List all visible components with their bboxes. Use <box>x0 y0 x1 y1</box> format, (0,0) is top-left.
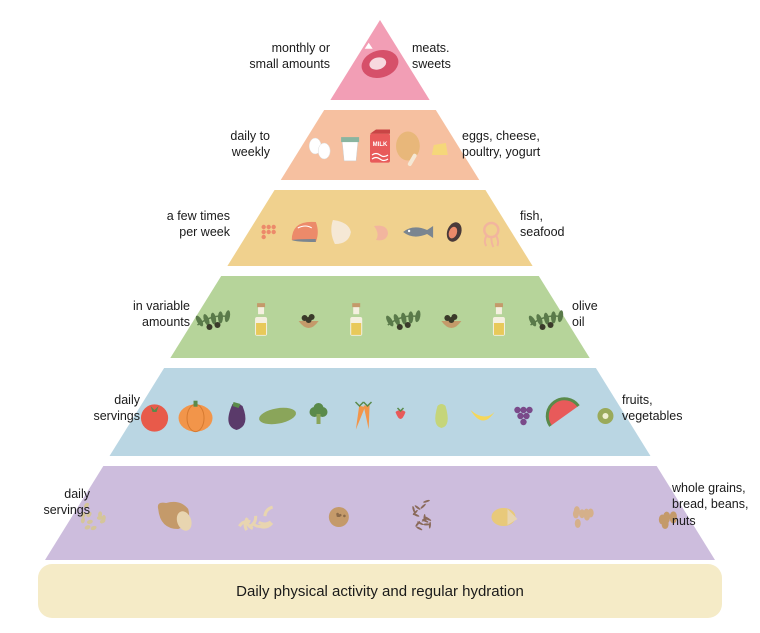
yogurt-icon <box>341 137 359 161</box>
tier-oil-right-label: oliveoil <box>572 298 632 331</box>
kiwi-icon <box>597 408 613 424</box>
footer-bar: Daily physical activity and regular hydr… <box>38 564 722 618</box>
tier-fish-left-label: a few timesper week <box>140 208 230 241</box>
svg-text:MILK: MILK <box>373 142 388 148</box>
tier-dairy-right-label: eggs, cheese,poultry, yogurt <box>462 128 582 161</box>
footer-text: Daily physical activity and regular hydr… <box>236 583 524 600</box>
tier-grains-left-label: dailyservings <box>20 486 90 519</box>
tier-produce-right-label: fruits,vegetables <box>622 392 722 425</box>
tier-produce-left-label: dailyservings <box>60 392 140 425</box>
tier-grains <box>45 466 715 560</box>
tier-oil <box>170 276 589 358</box>
tier-oil-left-label: in variableamounts <box>100 298 190 331</box>
cookie-icon <box>329 507 349 527</box>
tomato-icon <box>141 404 168 431</box>
tier-grains-right-label: whole grains,bread, beans,nuts <box>672 480 760 529</box>
tier-dairy-left-label: daily toweekly <box>200 128 270 161</box>
pear-icon <box>435 404 448 428</box>
tier-meats-right-label: meats.sweets <box>412 40 512 73</box>
tier-meats-left-label: monthly orsmall amounts <box>240 40 330 73</box>
tier-fish-right-label: fish,seafood <box>520 208 610 241</box>
milk-icon: MILK <box>370 129 390 162</box>
food-pyramid: MILK <box>0 8 760 568</box>
